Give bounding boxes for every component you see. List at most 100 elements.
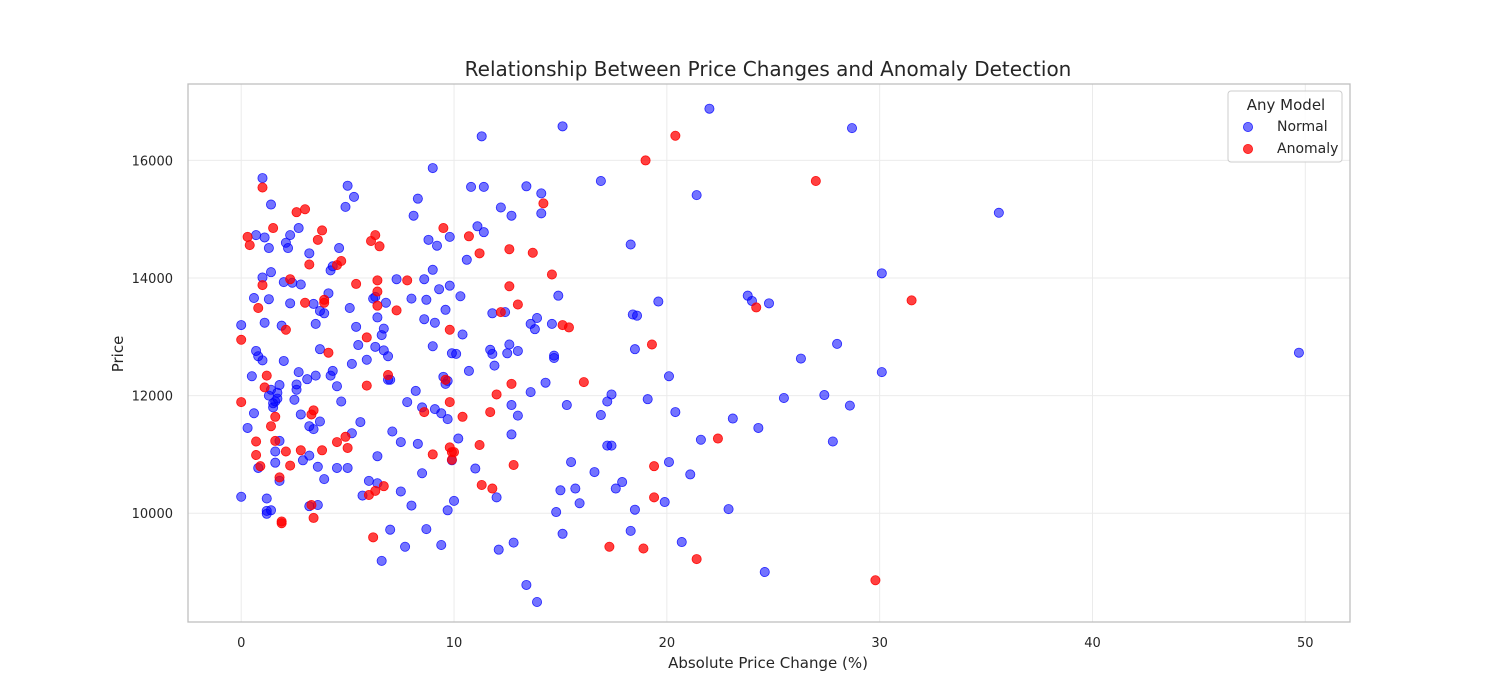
- normal-point: [395, 437, 406, 448]
- normal-point: [314, 344, 325, 355]
- anomaly-point: [578, 377, 589, 388]
- anomaly-point: [317, 445, 328, 456]
- normal-point: [289, 394, 300, 405]
- anomaly-point: [268, 223, 279, 234]
- anomaly-point: [563, 322, 574, 333]
- normal-point: [489, 360, 500, 371]
- anomaly-point: [244, 240, 255, 251]
- normal-point: [248, 293, 259, 304]
- normal-point: [400, 541, 411, 552]
- normal-point: [461, 254, 472, 265]
- anomaly-point: [491, 389, 502, 400]
- anomaly-point: [649, 492, 660, 503]
- anomaly-point: [236, 397, 247, 408]
- normal-point: [440, 304, 451, 315]
- normal-point: [346, 358, 357, 369]
- normal-point: [417, 468, 428, 479]
- normal-point: [819, 390, 830, 401]
- normal-point: [512, 345, 523, 356]
- anomaly-point: [370, 485, 381, 496]
- normal-point: [312, 461, 323, 472]
- normal-point: [625, 239, 636, 250]
- x-tick-label: 20: [659, 636, 676, 651]
- normal-point: [506, 210, 517, 221]
- anomaly-point: [427, 449, 438, 460]
- x-tick-label: 40: [1084, 636, 1101, 651]
- normal-point: [246, 371, 257, 382]
- anomaly-point: [906, 295, 917, 306]
- normal-point: [308, 424, 319, 435]
- normal-point: [472, 221, 483, 232]
- normal-point: [502, 348, 513, 359]
- normal-point: [391, 274, 402, 285]
- normal-point: [478, 227, 489, 238]
- normal-point: [263, 294, 274, 305]
- anomaly-point: [527, 247, 538, 258]
- normal-point: [436, 408, 447, 419]
- normal-point: [521, 181, 532, 192]
- normal-point: [355, 417, 366, 428]
- normal-point: [453, 433, 464, 444]
- anomaly-point: [308, 405, 319, 416]
- normal-point: [727, 413, 738, 424]
- anomaly-point: [538, 198, 549, 209]
- normal-point: [595, 410, 606, 421]
- normal-point: [412, 438, 423, 449]
- normal-point: [363, 475, 374, 486]
- anomaly-point: [319, 294, 330, 305]
- normal-point: [236, 320, 247, 331]
- normal-point: [351, 321, 362, 332]
- anomaly-point: [495, 307, 506, 318]
- normal-point: [632, 310, 643, 321]
- normal-point: [606, 389, 617, 400]
- normal-point: [270, 457, 281, 468]
- anomaly-point: [604, 541, 615, 552]
- normal-point: [419, 314, 430, 325]
- normal-point: [659, 497, 670, 508]
- normal-point: [574, 498, 585, 509]
- normal-point: [395, 486, 406, 497]
- anomaly-point: [270, 435, 281, 446]
- data-points: [236, 103, 1304, 608]
- anomaly-point: [646, 339, 657, 350]
- normal-point: [242, 422, 253, 433]
- normal-point: [344, 303, 355, 314]
- normal-point: [629, 344, 640, 355]
- normal-point: [423, 234, 434, 245]
- normal-point: [406, 500, 417, 511]
- normal-point: [236, 491, 247, 502]
- anomaly-point: [391, 305, 402, 316]
- normal-point: [285, 230, 296, 241]
- anomaly-point: [372, 300, 383, 311]
- legend-marker-anomaly: [1243, 143, 1254, 154]
- anomaly-point: [300, 297, 311, 308]
- normal-point: [506, 429, 517, 440]
- normal-point: [295, 409, 306, 420]
- anomaly-point: [444, 397, 455, 408]
- normal-point: [442, 414, 453, 425]
- normal-point: [263, 243, 274, 254]
- normal-point: [570, 483, 581, 494]
- normal-point: [361, 354, 372, 365]
- anomaly-point: [474, 440, 485, 451]
- normal-point: [551, 507, 562, 518]
- normal-point: [427, 163, 438, 174]
- anomaly-point: [308, 512, 319, 523]
- normal-point: [248, 408, 259, 419]
- normal-point: [549, 350, 560, 361]
- anomaly-point: [257, 280, 268, 291]
- normal-point: [421, 294, 432, 305]
- normal-point: [610, 483, 621, 494]
- anomaly-point: [476, 480, 487, 491]
- anomaly-point: [304, 259, 315, 270]
- normal-point: [723, 504, 734, 515]
- anomaly-point: [340, 431, 351, 442]
- anomaly-point: [342, 442, 353, 453]
- anomaly-point: [242, 231, 253, 242]
- normal-point: [444, 280, 455, 291]
- normal-point: [504, 339, 515, 350]
- anomaly-point: [265, 421, 276, 432]
- anomaly-point: [649, 461, 660, 472]
- normal-point: [429, 317, 440, 328]
- normal-point: [261, 493, 272, 504]
